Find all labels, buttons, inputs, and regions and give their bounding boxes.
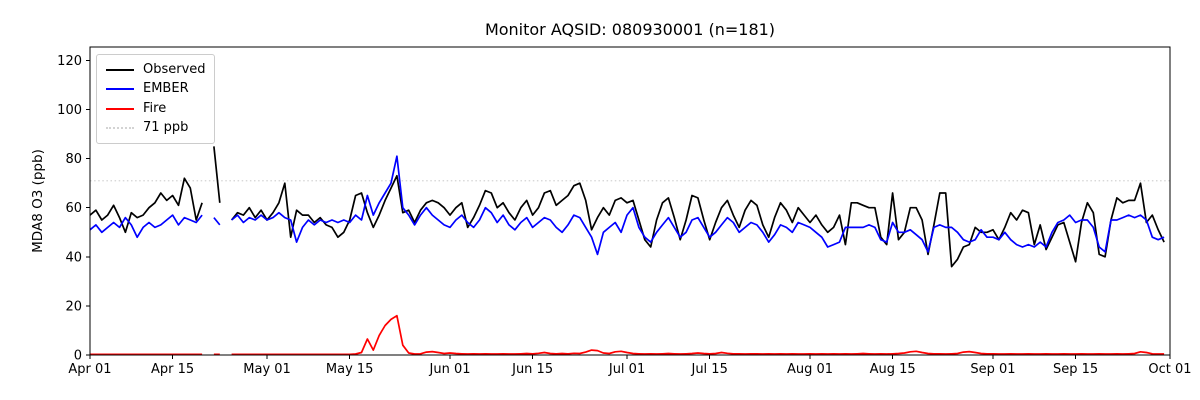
legend-item-ember: EMBER — [106, 81, 205, 97]
svg-text:Jul 01: Jul 01 — [608, 362, 645, 377]
legend-label-threshold: 71 ppb — [143, 119, 189, 135]
svg-text:Sep 01: Sep 01 — [970, 362, 1015, 377]
svg-text:Aug 15: Aug 15 — [870, 362, 916, 377]
threshold-line-swatch — [106, 126, 134, 129]
svg-text:Oct 01: Oct 01 — [1148, 362, 1191, 377]
legend-item-observed: Observed — [106, 62, 206, 78]
svg-text:40: 40 — [65, 250, 82, 265]
fire-line-swatch — [106, 107, 134, 110]
legend-label-ember: EMBER — [143, 81, 189, 97]
legend-label-fire: Fire — [143, 100, 167, 116]
svg-text:60: 60 — [65, 201, 82, 216]
svg-text:Jun 15: Jun 15 — [511, 362, 553, 377]
svg-text:May 01: May 01 — [243, 362, 291, 377]
svg-text:Apr 01: Apr 01 — [68, 362, 111, 377]
svg-text:0: 0 — [74, 349, 82, 364]
legend: Observed EMBER Fire 71 ppb — [96, 54, 215, 144]
svg-text:Aug 01: Aug 01 — [787, 362, 833, 377]
svg-text:Sep 15: Sep 15 — [1053, 362, 1098, 377]
svg-text:20: 20 — [65, 299, 82, 314]
svg-text:100: 100 — [57, 103, 82, 118]
chart-title: Monitor AQSID: 080930001 (n=181) — [484, 20, 776, 39]
observed-line-swatch — [106, 69, 134, 71]
legend-item-threshold: 71 ppb — [106, 120, 205, 136]
svg-text:May 15: May 15 — [326, 362, 374, 377]
legend-label-observed: Observed — [143, 62, 206, 77]
ember-line-swatch — [106, 88, 134, 91]
svg-text:120: 120 — [57, 54, 82, 69]
svg-text:Jul 15: Jul 15 — [690, 362, 727, 377]
svg-text:Apr 15: Apr 15 — [151, 362, 194, 377]
svg-text:Jun 01: Jun 01 — [429, 362, 471, 377]
svg-text:80: 80 — [65, 152, 82, 167]
legend-item-fire: Fire — [106, 101, 205, 117]
